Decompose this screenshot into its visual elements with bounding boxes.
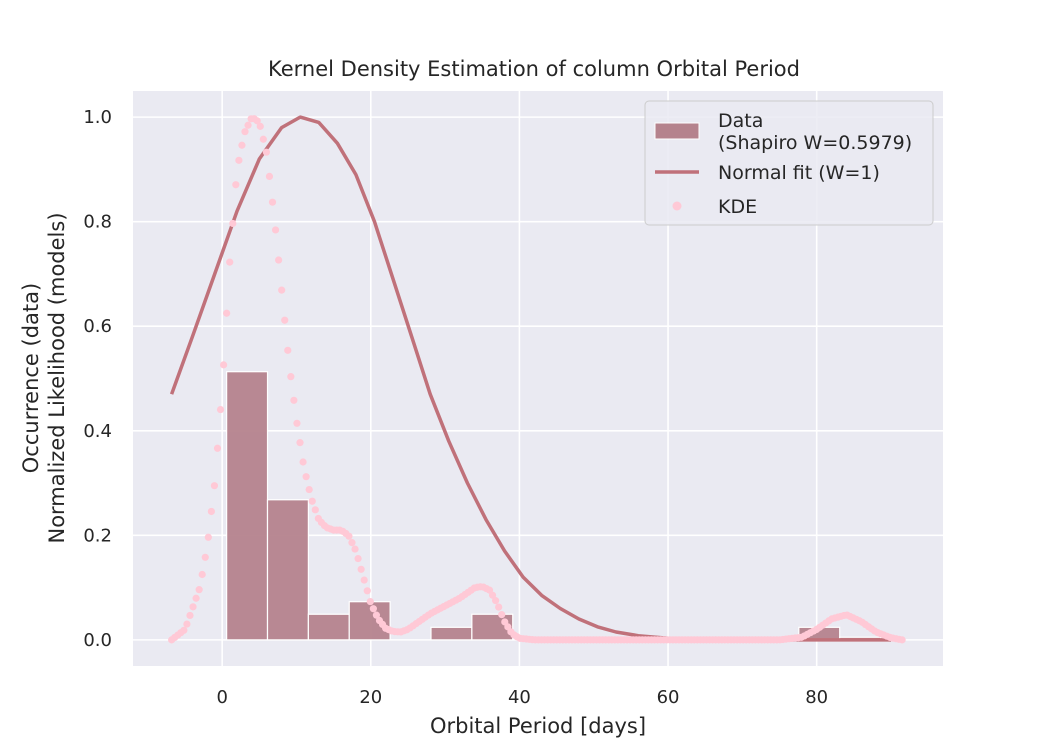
x-axis-label: Orbital Period [days] (430, 714, 646, 738)
y-tick-label: 0.0 (83, 630, 112, 651)
y-axis-label-line-2: Normalized Likelihood (models) (45, 212, 69, 543)
kde-point (354, 554, 362, 563)
kde-point (256, 122, 264, 130)
kde-point (223, 309, 231, 317)
x-tick-labels: 0 20 40 60 80 (216, 687, 828, 708)
kde-point (259, 135, 267, 143)
kde-point (290, 396, 298, 404)
kde-point (220, 361, 228, 369)
kde-point (348, 539, 356, 547)
kde-point (241, 128, 249, 136)
kde-point (226, 258, 234, 266)
kde-point (360, 576, 368, 584)
kde-point (210, 482, 219, 490)
y-tick-label: 0.6 (83, 316, 112, 337)
kde-point (201, 553, 209, 561)
kde-point (189, 603, 197, 611)
histogram-bar (266, 499, 309, 641)
kde-point (492, 597, 500, 605)
histogram-bar (348, 601, 391, 641)
kde-point (498, 611, 506, 619)
legend-label-data-line-2: (Shapiro W=0.5979) (718, 132, 912, 154)
kde-point (898, 636, 906, 644)
kde-point (232, 181, 240, 189)
kde-point (213, 444, 222, 452)
y-tick-label: 0.4 (83, 421, 112, 442)
x-tick-label: 60 (657, 687, 680, 708)
x-tick-label: 0 (216, 687, 227, 708)
legend: Data (Shapiro W=0.5979) Normal fit (W=1)… (644, 100, 934, 226)
kde-point (351, 545, 359, 553)
kde-point (192, 594, 200, 602)
kde-point (345, 532, 353, 540)
kde-point (488, 591, 497, 599)
kde-point (363, 587, 371, 595)
histogram-bar (226, 371, 269, 641)
kde-point (284, 346, 292, 354)
y-tick-label: 0.8 (83, 212, 112, 233)
y-axis-label: Occurrence (data) Normalized Likelihood … (19, 212, 69, 543)
kde-point (302, 473, 310, 481)
kde-point (369, 605, 377, 613)
kde-point (216, 405, 225, 414)
kde-point (204, 533, 212, 541)
kde-point (366, 597, 374, 606)
y-tick-label: 0.2 (83, 525, 112, 546)
kde-point (180, 626, 188, 634)
kde-point (296, 439, 304, 447)
kde-point (299, 458, 307, 466)
kde-point (305, 485, 313, 494)
kde-point (183, 620, 191, 628)
legend-frame (644, 100, 934, 226)
kde-point (253, 117, 261, 125)
legend-label-data-line-1: Data (718, 110, 763, 132)
kde-point (229, 219, 237, 228)
histogram-bar (430, 626, 473, 641)
kde-point (207, 507, 215, 516)
x-tick-label: 40 (508, 687, 531, 708)
legend-kde-swatch (672, 201, 682, 211)
kde-point (265, 172, 274, 181)
kde-point (311, 506, 319, 514)
kde-point (195, 586, 203, 594)
kde-point (357, 565, 365, 573)
kde-point (235, 156, 243, 164)
kde-point (293, 419, 301, 427)
legend-label-normal-fit: Normal fit (W=1) (718, 162, 880, 184)
y-tick-label: 1.0 (83, 107, 112, 128)
kde-point (244, 121, 252, 129)
kde-point (198, 570, 206, 579)
kde-point (495, 603, 503, 611)
kde-point (287, 373, 295, 381)
kde-point (268, 198, 277, 206)
chart-title: Kernel Density Estimation of column Orbi… (268, 57, 800, 81)
kde-point (278, 286, 286, 294)
kde-point (262, 148, 270, 156)
kde-point (275, 256, 283, 264)
kde-point (372, 611, 381, 619)
legend-histogram-swatch (654, 122, 700, 140)
y-axis-label-line-1: Occurrence (data) (19, 283, 43, 473)
x-tick-label: 20 (359, 687, 382, 708)
y-tick-labels: 0.0 0.2 0.4 0.6 0.8 1.0 (83, 107, 112, 651)
histogram-bar (307, 613, 350, 641)
kde-point (238, 141, 246, 149)
kde-point (281, 316, 289, 324)
kde-point (308, 497, 316, 505)
kde-point (271, 226, 280, 234)
x-tick-label: 80 (805, 687, 828, 708)
kde-point (186, 611, 194, 620)
legend-label-kde: KDE (718, 196, 757, 218)
